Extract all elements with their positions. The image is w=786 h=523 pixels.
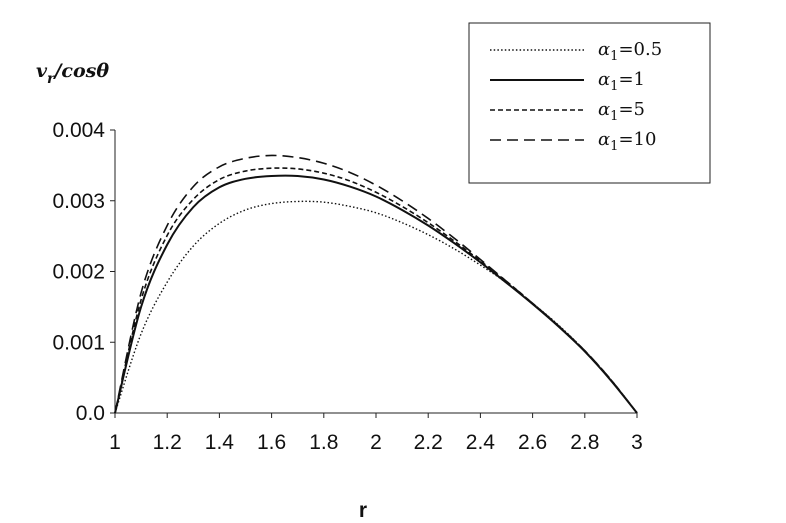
series-line bbox=[114, 154, 638, 414]
y-tick-label: 0.0 bbox=[76, 402, 105, 425]
x-tick-label: 1.8 bbox=[309, 431, 338, 454]
x-axis-label: r bbox=[359, 499, 367, 522]
y-tick-label: 0.004 bbox=[52, 119, 105, 142]
legend-box bbox=[468, 22, 711, 184]
x-tick-label: 1.6 bbox=[257, 431, 286, 454]
chart-series bbox=[114, 154, 638, 414]
x-tick-label: 1.4 bbox=[205, 431, 235, 454]
x-tick-label: 1 bbox=[109, 431, 121, 454]
x-tick-label: 1.2 bbox=[153, 431, 182, 454]
x-tick-label: 2.4 bbox=[466, 431, 496, 454]
legend-label: α1=5 bbox=[598, 99, 645, 124]
y-axis-label: vr/cosθ bbox=[36, 60, 109, 87]
legend-label: α1=1 bbox=[598, 69, 645, 94]
series-line bbox=[114, 167, 638, 414]
series-line bbox=[114, 174, 638, 414]
x-tick-label: 2.2 bbox=[414, 431, 443, 454]
series-line bbox=[114, 200, 638, 414]
chart-axes: 0.0 0.001 0.002 0.003 0.004 1 1.2 1.4 1.6 1.8 2 2.2… bbox=[52, 119, 642, 454]
legend-label: α1=0.5 bbox=[598, 39, 662, 64]
x-tick-label: 2 bbox=[370, 431, 382, 454]
y-tick-label: 0.002 bbox=[52, 261, 105, 284]
y-tick-label: 0.001 bbox=[52, 331, 105, 354]
x-tick-label: 2.8 bbox=[570, 431, 599, 454]
legend: α1=0.5 α1=1 α1=5 α1=10 bbox=[468, 22, 711, 184]
x-tick-label: 2.6 bbox=[518, 431, 547, 454]
y-tick-label: 0.003 bbox=[52, 190, 105, 213]
legend-label: α1=10 bbox=[598, 129, 656, 154]
x-tick-label: 3 bbox=[631, 431, 643, 454]
